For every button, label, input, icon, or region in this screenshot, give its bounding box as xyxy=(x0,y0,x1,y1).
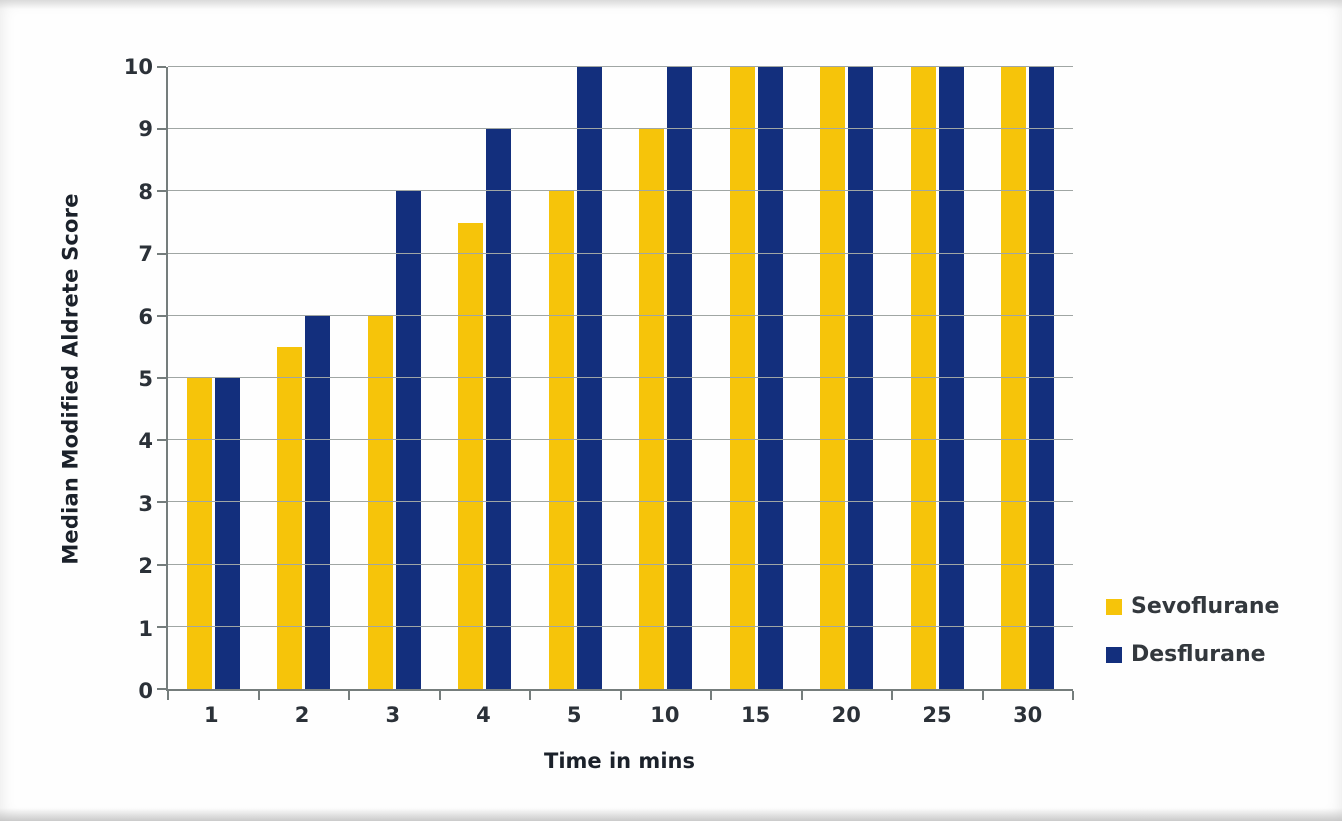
bar-desflurane-10 xyxy=(667,67,693,689)
bar-group-15 xyxy=(711,67,802,689)
gridline-1 xyxy=(168,625,1073,627)
bar-desflurane-1 xyxy=(214,378,240,689)
y-tick-label-0: 0 xyxy=(138,679,153,703)
top-edge-vignette xyxy=(0,0,1342,9)
gridline-8 xyxy=(168,190,1073,192)
bar-sevoflurane-15 xyxy=(729,67,755,689)
bar-group-1 xyxy=(168,67,259,689)
bar-group-30 xyxy=(983,67,1074,689)
y-tick-label-9: 9 xyxy=(138,117,153,142)
bar-desflurane-20 xyxy=(848,67,874,689)
x-tick-label-1: 1 xyxy=(204,703,219,727)
bar-group-25 xyxy=(892,67,983,689)
y-axis-tick-9 xyxy=(157,128,166,131)
x-axis-tick-7 xyxy=(800,691,803,700)
bar-group-3 xyxy=(349,67,440,689)
bar-desflurane-5 xyxy=(576,67,602,689)
x-tick-label-4: 4 xyxy=(476,703,491,727)
x-axis-tick-4 xyxy=(529,691,531,700)
bar-desflurane-3 xyxy=(395,191,421,689)
x-axis-tick-10 xyxy=(1072,691,1074,700)
bar-group-2 xyxy=(259,67,350,689)
gridline-9 xyxy=(168,128,1073,130)
x-tick-label-30: 30 xyxy=(1013,703,1043,727)
legend-item-sevoflurane: Sevoflurane xyxy=(1106,594,1279,619)
x-tick-label-5: 5 xyxy=(566,703,582,727)
bar-group-20 xyxy=(802,67,893,689)
x-axis-tick-6 xyxy=(710,691,712,700)
y-tick-label-8: 8 xyxy=(138,179,153,204)
gridline-4 xyxy=(168,439,1073,441)
y-tick-label-7: 7 xyxy=(138,242,153,267)
bar-sevoflurane-5 xyxy=(548,191,574,689)
legend-swatch-desflurane xyxy=(1106,646,1122,663)
gridline-10 xyxy=(168,66,1073,67)
bar-group-10 xyxy=(621,67,712,689)
x-axis-tick-8 xyxy=(891,691,893,700)
y-axis-tick-4 xyxy=(157,439,166,442)
y-axis-tick-5 xyxy=(157,377,166,379)
bar-sevoflurane-2 xyxy=(277,346,303,689)
y-tick-label-3: 3 xyxy=(138,491,153,516)
x-axis-tick-labels: 1 2 3 4 5 10 15 20 25 30 xyxy=(166,703,1073,727)
bar-sevoflurane-4 xyxy=(458,222,484,689)
y-axis-tick-8 xyxy=(157,190,166,193)
legend: Sevoflurane Desflurane xyxy=(1106,594,1279,690)
y-tick-label-1: 1 xyxy=(138,616,153,641)
legend-item-desflurane: Desflurane xyxy=(1106,642,1279,667)
y-tick-label-10: 10 xyxy=(123,55,153,79)
y-axis-tick-10 xyxy=(157,66,166,68)
gridline-7 xyxy=(168,252,1073,254)
y-axis-tick-labels: 0 1 2 3 4 5 6 7 8 9 10 xyxy=(0,55,153,703)
bar-sevoflurane-1 xyxy=(186,378,212,689)
gridline-6 xyxy=(168,314,1073,316)
y-axis-tick-0 xyxy=(157,688,166,690)
bottom-edge-vignette xyxy=(0,808,1342,821)
x-axis-tick-5 xyxy=(619,691,622,700)
bar-sevoflurane-10 xyxy=(639,129,665,689)
y-tick-label-5: 5 xyxy=(138,367,153,391)
bar-sevoflurane-25 xyxy=(910,67,936,689)
x-tick-label-15: 15 xyxy=(740,703,771,727)
plot-area xyxy=(157,66,1074,700)
y-axis-tick-6 xyxy=(157,314,166,317)
y-tick-label-4: 4 xyxy=(138,429,153,454)
x-axis-title: Time in mins xyxy=(544,749,695,773)
y-axis-tick-7 xyxy=(157,252,166,255)
x-tick-label-25: 25 xyxy=(922,703,952,727)
bar-sevoflurane-20 xyxy=(820,67,846,689)
bar-desflurane-2 xyxy=(305,315,331,689)
x-tick-label-20: 20 xyxy=(831,703,861,727)
x-axis-tick-2 xyxy=(348,691,350,700)
x-axis-tick-1 xyxy=(257,691,260,700)
bar-group-4 xyxy=(440,67,531,689)
x-axis-tick-3 xyxy=(438,691,441,700)
bar-desflurane-4 xyxy=(486,129,512,689)
bar-desflurane-25 xyxy=(938,67,964,689)
x-tick-label-2: 2 xyxy=(294,703,310,727)
bar-desflurane-15 xyxy=(757,67,783,689)
bar-sevoflurane-3 xyxy=(367,315,393,689)
bars-container xyxy=(168,67,1073,689)
x-axis-tick-9 xyxy=(981,691,984,700)
y-axis-tick-3 xyxy=(157,501,166,504)
x-axis-tick-0 xyxy=(167,691,169,700)
y-axis-tick-1 xyxy=(157,625,166,628)
gridline-5 xyxy=(168,377,1073,378)
legend-label-sevoflurane: Sevoflurane xyxy=(1131,594,1280,619)
y-axis-tick-2 xyxy=(157,563,166,566)
gridline-3 xyxy=(168,501,1073,503)
x-tick-label-10: 10 xyxy=(650,703,680,727)
legend-label-desflurane: Desflurane xyxy=(1131,642,1266,667)
bar-desflurane-30 xyxy=(1029,67,1055,689)
y-tick-label-6: 6 xyxy=(138,304,153,329)
y-tick-label-2: 2 xyxy=(138,554,153,579)
legend-swatch-sevoflurane xyxy=(1106,598,1122,615)
gridline-2 xyxy=(168,563,1073,565)
bar-sevoflurane-30 xyxy=(1001,67,1027,689)
x-tick-label-3: 3 xyxy=(385,703,401,727)
bar-group-5 xyxy=(530,67,621,689)
